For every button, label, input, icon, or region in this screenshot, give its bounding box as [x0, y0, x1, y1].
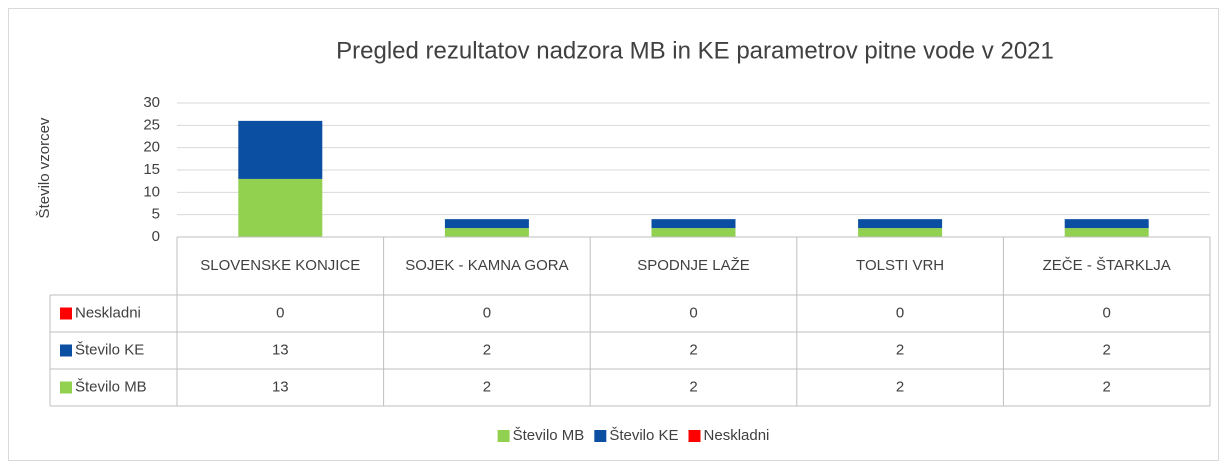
- y-tick-label: 15: [143, 161, 160, 178]
- table-row-label: Neskladni: [75, 304, 141, 321]
- table-row-label: Število MB: [75, 378, 147, 395]
- category-cell: TOLSTI VRH: [856, 257, 945, 275]
- y-tick-label: 5: [152, 206, 160, 223]
- table-value: 0: [689, 304, 697, 321]
- legend-key: [688, 430, 701, 442]
- bar-segment: [444, 219, 529, 229]
- bar-segment: [238, 120, 323, 179]
- legend-label: Število KE: [609, 427, 678, 444]
- table-row-label: Število KE: [75, 341, 144, 358]
- bar-segment: [1064, 219, 1149, 229]
- category-cell: ZEČE - ŠTARKLJA: [1042, 257, 1171, 275]
- table-value: 0: [483, 304, 491, 321]
- y-tick-label: 25: [143, 116, 160, 133]
- table-value: 2: [483, 341, 491, 358]
- bar-segment: [858, 228, 943, 237]
- chart-title: Pregled rezultatov nadzora MB in KE para…: [336, 37, 1054, 64]
- table-value: 13: [272, 341, 289, 358]
- table-value: 2: [1103, 378, 1111, 395]
- table-value: 0: [1103, 304, 1111, 321]
- category-cell: SOJEK - KAMNA GORA: [405, 257, 569, 275]
- table-value: 2: [1103, 341, 1111, 358]
- y-tick-label: 0: [152, 228, 160, 245]
- x-tick-label: SOJEK - KAMNA GORA: [405, 257, 569, 275]
- bar-segment: [238, 178, 323, 237]
- bar-segment: [444, 228, 529, 237]
- table-value: 2: [896, 341, 904, 358]
- legend-key: [594, 430, 607, 442]
- table-legend-key: [60, 381, 72, 394]
- bar-segment: [651, 228, 736, 237]
- bar-segment: [651, 219, 736, 229]
- x-tick-label: SPODNJE LAŽE: [637, 257, 750, 275]
- chart-border: [8, 8, 1219, 461]
- y-tick-label: 30: [143, 94, 160, 111]
- y-tick-label: 10: [143, 183, 160, 200]
- table-value: 13: [272, 378, 289, 395]
- category-cell: SLOVENSKE KONJICE: [200, 257, 361, 275]
- y-axis-label: Število vzorcev: [36, 117, 53, 218]
- bar-segment: [1064, 228, 1149, 237]
- table-value: 0: [896, 304, 904, 321]
- table-value: 2: [896, 378, 904, 395]
- legend-label: Število MB: [513, 427, 585, 444]
- table-legend-key: [60, 344, 72, 357]
- x-tick-label: ZEČE - ŠTARKLJA: [1042, 257, 1171, 275]
- legend-item: Neskladni: [688, 427, 770, 444]
- category-cell: SPODNJE LAŽE: [637, 257, 750, 275]
- legend-item: Število MB: [497, 427, 585, 444]
- table-value: 2: [689, 341, 697, 358]
- legend-item: Število KE: [594, 427, 679, 444]
- table-value: 2: [483, 378, 491, 395]
- table-legend-key: [60, 307, 72, 320]
- legend-key: [497, 430, 510, 442]
- x-tick-label: SLOVENSKE KONJICE: [200, 257, 361, 275]
- x-tick-label: TOLSTI VRH: [856, 257, 945, 275]
- table-value: 2: [689, 378, 697, 395]
- bar-segment: [858, 219, 943, 229]
- y-tick-label: 20: [143, 139, 160, 156]
- table-value: 0: [276, 304, 284, 321]
- legend-label: Neskladni: [704, 427, 770, 444]
